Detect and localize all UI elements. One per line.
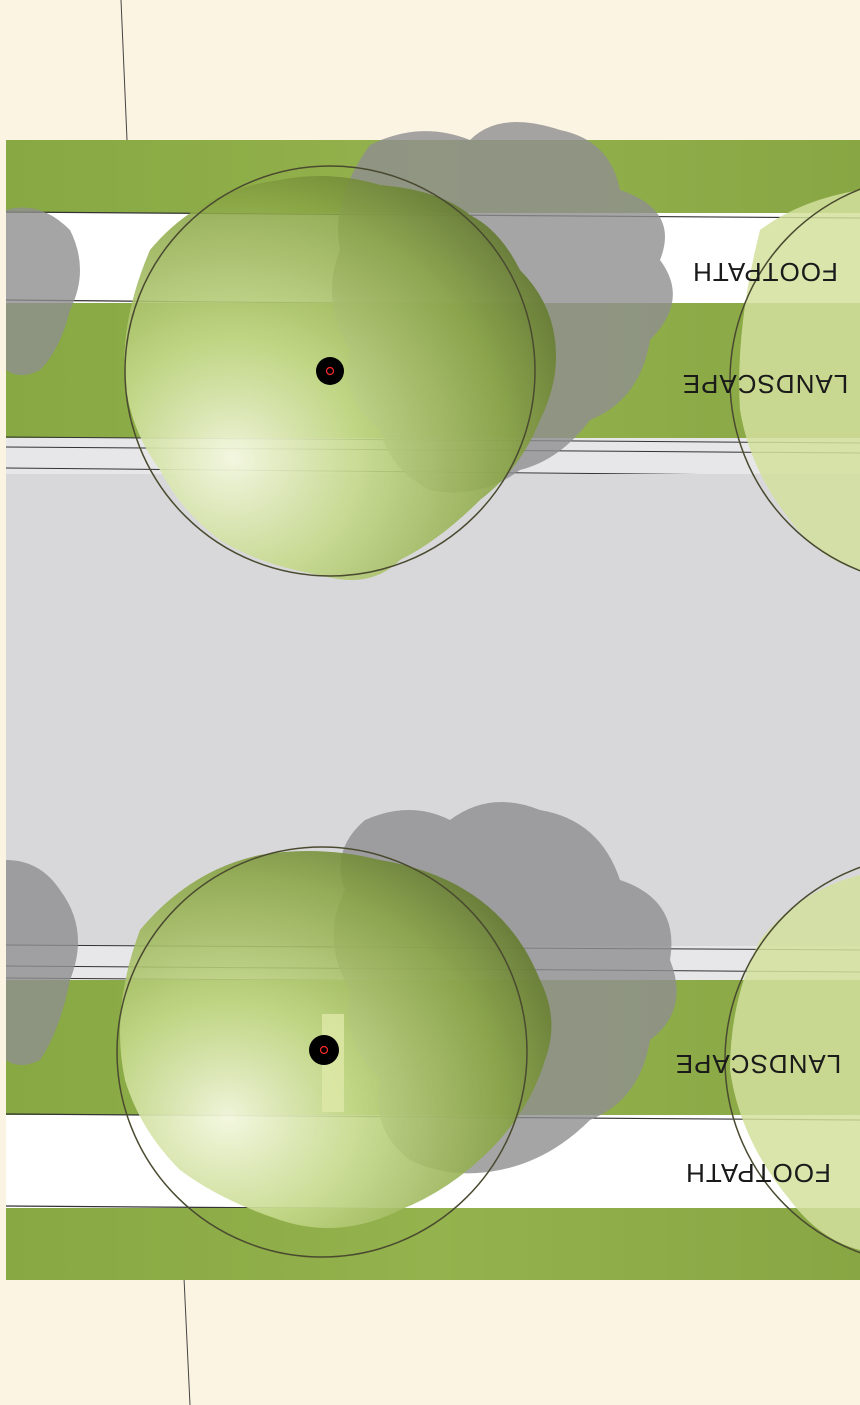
canopy-outline	[124, 165, 536, 577]
trunk-center-mark	[325, 366, 335, 376]
footpath-label-top: FOOTPATH	[692, 257, 838, 287]
tree-top	[124, 165, 557, 580]
canopy-outline	[724, 866, 860, 1254]
tree-right-top	[729, 188, 860, 572]
landscape-label-bottom: LANDSCAPE	[675, 1049, 842, 1079]
trunk-center-mark	[319, 1045, 329, 1055]
canopy-outline	[729, 188, 860, 572]
tree-shadow-left-top	[6, 207, 80, 375]
landscape-label-top: LANDSCAPE	[682, 369, 849, 399]
tree-right-bottom	[724, 866, 860, 1254]
tree-trunk-icon	[316, 357, 344, 385]
property-line-top	[120, 0, 128, 141]
property-line-bottom	[183, 1277, 191, 1405]
tree-trunk-icon	[309, 1035, 339, 1065]
footpath-label-bottom: FOOTPATH	[685, 1158, 831, 1188]
grass-verge-bottom	[6, 1208, 860, 1280]
canopy-outline	[116, 846, 528, 1258]
tree-bottom	[116, 846, 552, 1258]
tree-shadow-left-bottom	[6, 860, 78, 1065]
